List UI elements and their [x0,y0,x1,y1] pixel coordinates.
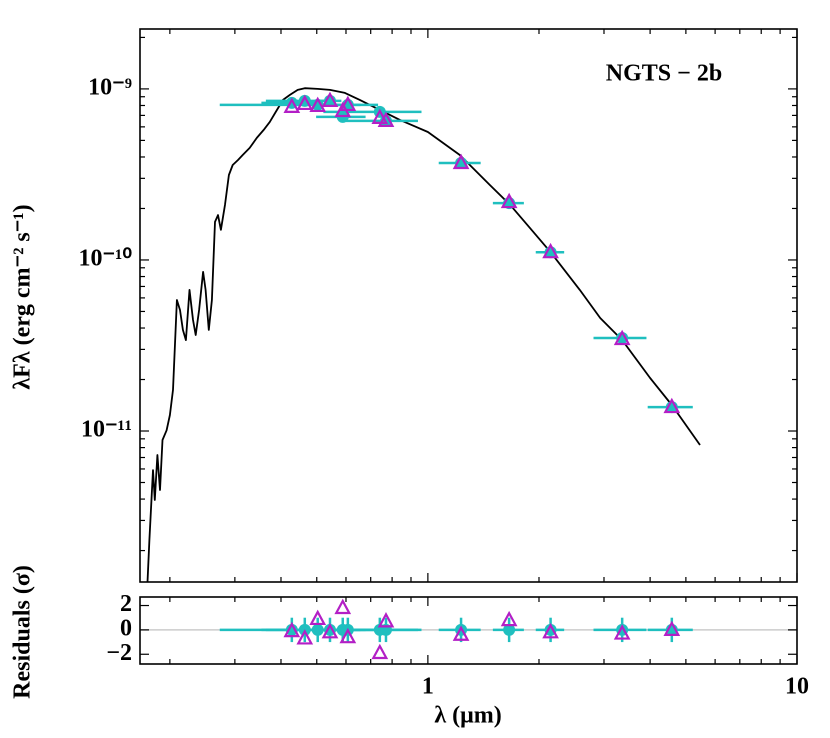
x-tick-label: 1 [422,674,434,700]
y-tick-label: 10⁻⁹ [88,74,132,100]
plot-frame [139,28,798,583]
model-point [500,610,518,627]
model-point [542,623,559,639]
model-point [309,96,327,113]
model-point [452,153,470,170]
model-point [339,95,357,112]
model-point [321,91,339,107]
plot-frame [139,596,798,665]
y-tick-label: 0 [120,615,132,641]
plot-area [146,87,701,582]
model-point [500,192,518,209]
observed-point [616,331,629,344]
model-point [339,627,357,644]
observed-point [285,623,298,636]
y-tick-label: 10⁻¹¹ [81,417,132,443]
y-tick-label: 2 [120,591,132,617]
model-point [296,94,314,111]
model-point [371,108,389,124]
model-point [334,598,352,615]
observed-point [311,98,324,111]
observed-point [503,623,516,636]
y-axis-label: λFλ (erg cm⁻² s⁻¹) [10,204,36,389]
plot-area [140,598,797,660]
model-point [296,629,314,645]
model-spectrum [146,87,701,582]
x-axis-label: λ (μm) [434,703,501,729]
model-point [283,97,301,113]
model-point [371,643,389,660]
x-tick-label: 10 [785,674,809,700]
model-point [663,397,681,414]
annotation: NGTS − 2b [606,61,722,87]
model-point [321,623,339,639]
model-point [309,609,327,626]
model-point [613,624,631,640]
model-point [663,620,681,636]
model-point [377,111,395,128]
y-axis-label: Residuals (σ) [10,565,36,699]
y-tick-label: −2 [106,640,132,666]
model-point [613,329,631,346]
model-point [452,625,470,641]
model-point [542,242,559,259]
model-point [283,621,301,638]
observed-point [311,623,324,636]
model-point [377,612,395,628]
y-tick-label: 10⁻¹⁰ [79,245,133,271]
